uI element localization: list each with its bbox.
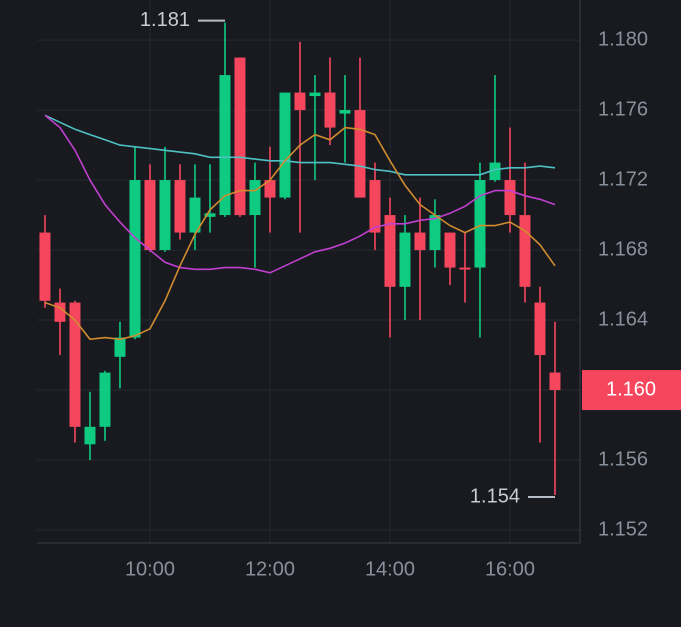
candle-body	[204, 213, 216, 217]
price-tag-label: 1.160	[606, 378, 656, 400]
x-tick-label: 16:00	[485, 558, 535, 580]
candle-body	[474, 180, 486, 268]
candle-body	[459, 267, 471, 270]
candle-body	[234, 57, 246, 216]
moving-average	[44, 126, 556, 341]
candle-body	[54, 302, 66, 322]
candle-body	[189, 197, 201, 233]
candle-body	[414, 232, 426, 251]
y-tick-label: 1.168	[598, 238, 648, 260]
candle-body	[114, 337, 126, 357]
candle-body	[429, 215, 441, 251]
candle-body	[339, 110, 351, 114]
candle-body	[324, 92, 336, 128]
candle-body	[144, 180, 156, 251]
x-tick-label: 10:00	[125, 558, 175, 580]
candle-body	[534, 302, 546, 356]
candle-body	[549, 372, 561, 391]
candle-body	[219, 75, 231, 216]
candle-body	[504, 180, 516, 216]
candle-body	[99, 372, 111, 427]
candle-body	[519, 215, 531, 287]
candle-body	[39, 232, 51, 301]
candle-body	[399, 232, 411, 287]
y-tick-label: 1.164	[598, 308, 648, 330]
moving-average	[44, 114, 556, 176]
candle-body	[489, 162, 501, 181]
low-label: 1.154	[470, 485, 520, 507]
candle-body	[279, 92, 291, 198]
candle-body	[159, 180, 171, 251]
price-tag	[582, 370, 681, 411]
candle-body	[174, 180, 186, 233]
y-tick-label: 1.172	[598, 168, 648, 190]
candle-body	[249, 180, 261, 216]
candle-body	[369, 180, 381, 233]
candle-body	[69, 302, 81, 427]
candle-body	[309, 92, 321, 97]
candle-body	[294, 92, 306, 111]
candle-body	[354, 110, 366, 198]
candle-body	[444, 232, 456, 268]
candle-body	[84, 426, 96, 445]
moving-average	[44, 114, 556, 274]
candle-body	[264, 180, 276, 198]
candle-body	[384, 215, 396, 287]
y-tick-label: 1.176	[598, 98, 648, 120]
candle-body	[129, 180, 141, 338]
y-tick-label: 1.156	[598, 448, 648, 470]
y-tick-label: 1.180	[598, 28, 648, 50]
x-tick-label: 14:00	[365, 558, 415, 580]
high-label: 1.181	[140, 9, 190, 31]
x-tick-label: 12:00	[245, 558, 295, 580]
y-tick-label: 1.152	[598, 518, 648, 540]
